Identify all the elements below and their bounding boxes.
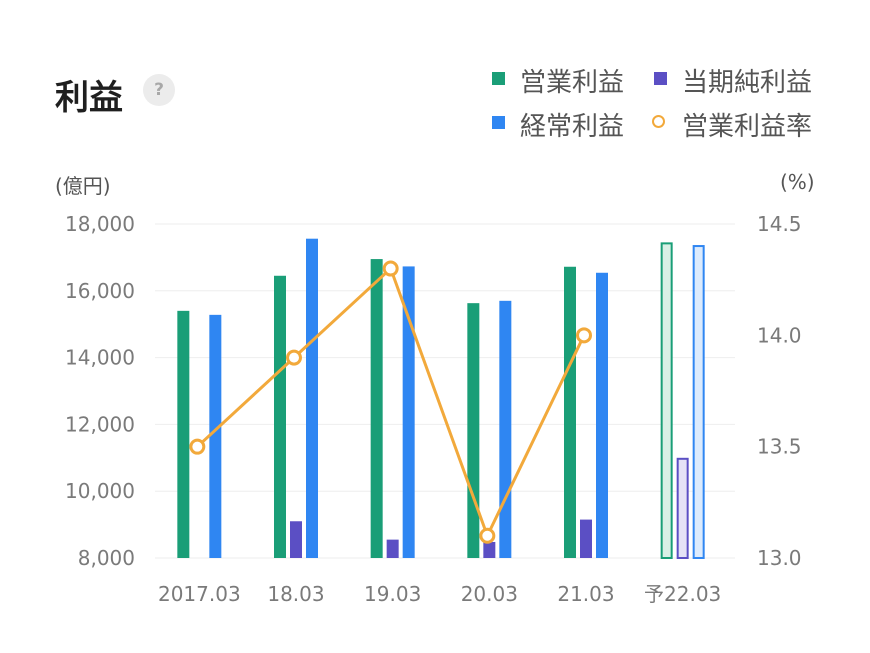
legend-operating-profit: 営業利益	[520, 68, 625, 98]
operating-margin-line	[196, 267, 586, 538]
bar-net-income	[676, 457, 689, 559]
chart-title: 利益	[55, 78, 123, 118]
y-left-tick-label: 10,000	[65, 479, 135, 503]
legend-marker-operating-margin	[652, 115, 665, 128]
y-left-tick-label: 14,000	[65, 346, 135, 370]
operating-margin-point	[382, 260, 399, 277]
x-tick-label: 予22.03	[644, 582, 721, 606]
bar-ordinary-profit	[209, 314, 222, 558]
legend-ordinary-profit: 経常利益	[520, 112, 625, 142]
bar-operating-profit	[177, 310, 190, 558]
bar-net-income	[580, 519, 592, 558]
legend-operating-margin: 営業利益率	[682, 112, 813, 142]
legend-swatch-ordinary-profit	[492, 116, 505, 129]
bar-ordinary-profit	[692, 245, 705, 560]
bar-operating-profit	[660, 242, 673, 559]
legend-net-income: 当期純利益	[682, 68, 813, 98]
left-axis-unit: (億円)	[55, 174, 111, 198]
x-tick-label: 18.03	[267, 582, 324, 606]
help-icon[interactable]: ?	[143, 74, 175, 106]
operating-margin-point	[479, 527, 496, 544]
y-left-tick-label: 12,000	[65, 412, 135, 436]
bar-operating-profit	[274, 275, 286, 558]
bar-ordinary-profit	[306, 238, 318, 559]
bar-operating-profit	[370, 259, 383, 558]
x-tick-label: 21.03	[557, 582, 614, 606]
bar-ordinary-profit	[499, 300, 512, 558]
bar-net-income	[386, 539, 399, 558]
y-right-tick-label: 14.0	[757, 323, 802, 347]
x-tick-label: 2017.03	[158, 582, 241, 606]
operating-margin-point	[576, 327, 592, 344]
x-tick-label: 19.03	[364, 582, 421, 606]
operating-margin-point	[286, 349, 302, 366]
bar-operating-profit	[564, 266, 576, 558]
bar-ordinary-profit	[402, 266, 415, 558]
operating-margin-point	[189, 438, 206, 455]
y-right-tick-label: 14.5	[757, 212, 802, 236]
y-left-tick-label: 16,000	[65, 279, 135, 303]
bar-net-income	[290, 521, 302, 558]
legend-swatch-net-income	[654, 72, 667, 85]
y-right-tick-label: 13.0	[757, 546, 802, 570]
legend-swatch-operating-profit	[492, 72, 505, 85]
y-left-tick-label: 18,000	[65, 212, 135, 236]
y-right-tick-label: 13.5	[757, 435, 802, 459]
bar-net-income	[483, 541, 496, 558]
x-tick-label: 20.03	[461, 582, 518, 606]
y-left-tick-label: 8,000	[78, 546, 135, 570]
right-axis-unit: (%)	[780, 170, 815, 194]
bar-operating-profit	[467, 303, 480, 558]
bar-ordinary-profit	[596, 272, 608, 558]
